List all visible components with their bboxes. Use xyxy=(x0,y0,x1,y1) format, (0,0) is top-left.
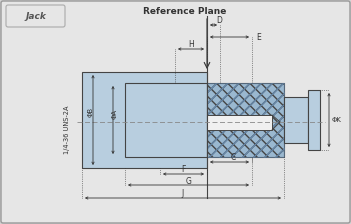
Text: E: E xyxy=(256,32,261,41)
Text: ΦB: ΦB xyxy=(88,107,94,117)
FancyBboxPatch shape xyxy=(6,5,65,27)
Text: ΦA: ΦA xyxy=(112,109,118,119)
Text: D: D xyxy=(217,15,223,24)
Text: G: G xyxy=(186,177,191,185)
Text: J: J xyxy=(182,190,184,198)
Polygon shape xyxy=(284,97,308,143)
Polygon shape xyxy=(82,72,207,168)
Polygon shape xyxy=(207,115,272,130)
Text: H: H xyxy=(188,39,194,49)
Polygon shape xyxy=(125,83,207,157)
Text: ΦK: ΦK xyxy=(332,117,342,123)
Text: F: F xyxy=(181,166,186,174)
Polygon shape xyxy=(207,83,284,157)
Text: Jack: Jack xyxy=(25,11,46,21)
Text: C: C xyxy=(231,153,236,162)
Text: Reference Plane: Reference Plane xyxy=(143,6,227,15)
Text: 1/4-36 UNS-2A: 1/4-36 UNS-2A xyxy=(64,106,70,154)
Polygon shape xyxy=(308,90,320,150)
